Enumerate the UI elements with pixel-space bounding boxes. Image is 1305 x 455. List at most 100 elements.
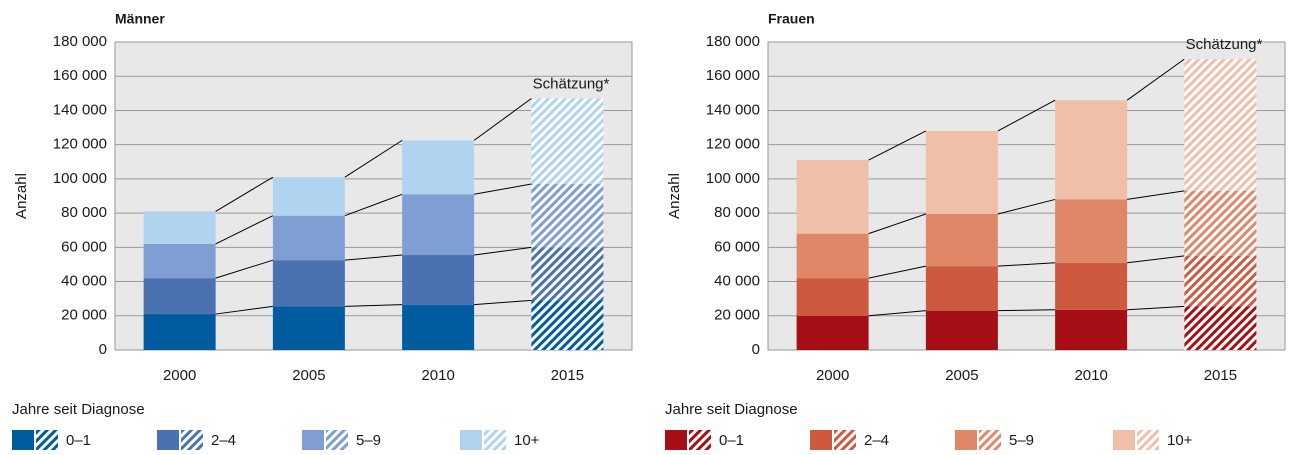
y-axis-label: Anzahl xyxy=(13,173,30,219)
bar-segment xyxy=(1055,199,1128,263)
legend-swatch-hatched xyxy=(834,430,856,450)
bar-segment xyxy=(402,304,475,350)
bar-segment xyxy=(402,194,475,256)
bar-segment xyxy=(1184,190,1257,256)
connector-line xyxy=(215,259,274,279)
legend-swatch-hatched xyxy=(326,430,348,450)
y-axis-label: Anzahl xyxy=(666,173,683,219)
bar-segment xyxy=(402,255,475,305)
bar-segment xyxy=(143,278,216,315)
legend-title: Jahre seit Diagnose xyxy=(12,401,145,418)
y-tick-label: 60 000 xyxy=(714,238,760,255)
connector-line xyxy=(1126,58,1185,101)
annotation: Schätzung* xyxy=(1186,36,1263,53)
connector-line xyxy=(868,130,927,161)
x-tick-label: 2000 xyxy=(816,367,849,384)
y-tick-label: 80 000 xyxy=(61,204,107,221)
connector-line xyxy=(344,193,403,217)
bar-segment xyxy=(143,314,216,350)
bar-segment xyxy=(143,243,216,279)
bar-segment xyxy=(531,247,604,301)
chart-title: Frauen xyxy=(768,11,815,27)
legend-swatch-hatched xyxy=(1137,430,1159,450)
y-tick-label: 180 000 xyxy=(706,33,760,50)
legend-swatch xyxy=(157,430,179,450)
x-tick-label: 2005 xyxy=(292,367,325,384)
bar-segment xyxy=(531,300,604,350)
y-tick-label: 140 000 xyxy=(706,101,760,118)
legend-swatch xyxy=(302,430,324,450)
bar-segment xyxy=(796,315,869,350)
chart-title: Männer xyxy=(115,11,165,27)
legend-swatch xyxy=(460,430,482,450)
connector-line xyxy=(868,213,927,235)
connector-line xyxy=(474,246,532,256)
legend-swatch xyxy=(1113,430,1135,450)
legend-label: 2–4 xyxy=(864,432,889,449)
y-tick-label: 100 000 xyxy=(53,170,107,187)
legend-swatch-hatched xyxy=(36,430,58,450)
connector-line xyxy=(868,265,926,279)
connector-line xyxy=(997,262,1056,267)
connector-line xyxy=(868,310,926,317)
y-tick-label: 160 000 xyxy=(53,67,107,84)
connector-line xyxy=(997,198,1056,215)
legend-swatch xyxy=(12,430,34,450)
bar-segment xyxy=(531,184,604,248)
legend-label: 5–9 xyxy=(356,432,381,449)
y-tick-label: 140 000 xyxy=(53,101,107,118)
bar-segment xyxy=(796,278,869,316)
legend-label: 10+ xyxy=(514,432,540,449)
y-tick-label: 20 000 xyxy=(61,307,107,324)
bar-segment xyxy=(1184,59,1257,191)
connector-line xyxy=(344,304,403,307)
y-tick-label: 40 000 xyxy=(61,273,107,290)
bar-segment xyxy=(272,260,345,307)
bar-segment xyxy=(402,140,475,195)
y-tick-label: 120 000 xyxy=(53,136,107,153)
bar-segment xyxy=(143,211,216,244)
connector-line xyxy=(474,299,532,306)
y-tick-label: 100 000 xyxy=(706,170,760,187)
legend-swatch xyxy=(810,430,832,450)
connector-line xyxy=(473,98,532,141)
legend-swatch-hatched xyxy=(979,430,1001,450)
connector-line xyxy=(1127,190,1185,200)
connector-line xyxy=(474,183,532,195)
legend-label: 10+ xyxy=(1167,432,1193,449)
bar-segment xyxy=(925,310,998,350)
connector-line xyxy=(215,305,273,315)
legend-swatch-hatched xyxy=(689,430,711,450)
bar-segment xyxy=(925,213,998,267)
x-tick-label: 2000 xyxy=(163,367,196,384)
y-tick-label: 60 000 xyxy=(61,238,107,255)
y-tick-label: 80 000 xyxy=(714,204,760,221)
connector-line xyxy=(1127,255,1185,264)
connector-line xyxy=(344,254,403,261)
connector-line xyxy=(997,309,1056,312)
legend-swatch-hatched xyxy=(484,430,506,450)
x-tick-label: 2015 xyxy=(551,367,584,384)
connector-line xyxy=(1127,305,1185,311)
legend-label: 0–1 xyxy=(66,432,91,449)
bar-segment xyxy=(531,98,604,185)
bar-segment xyxy=(1055,100,1128,200)
x-tick-label: 2010 xyxy=(1074,367,1107,384)
bar-segment xyxy=(925,266,998,311)
bar-segment xyxy=(796,160,869,234)
connector-line xyxy=(215,215,274,245)
bar-segment xyxy=(1184,306,1257,350)
y-tick-label: 40 000 xyxy=(714,273,760,290)
x-tick-label: 2010 xyxy=(421,367,454,384)
y-tick-label: 0 xyxy=(99,341,107,358)
y-tick-label: 120 000 xyxy=(706,136,760,153)
legend-title: Jahre seit Diagnose xyxy=(665,401,798,418)
bar-segment xyxy=(1184,255,1257,307)
bar-segment xyxy=(272,177,345,216)
legend-label: 0–1 xyxy=(719,432,744,449)
bar-segment xyxy=(925,130,998,214)
legend-label: 2–4 xyxy=(211,432,236,449)
y-tick-label: 20 000 xyxy=(714,307,760,324)
legend-swatch-hatched xyxy=(181,430,203,450)
